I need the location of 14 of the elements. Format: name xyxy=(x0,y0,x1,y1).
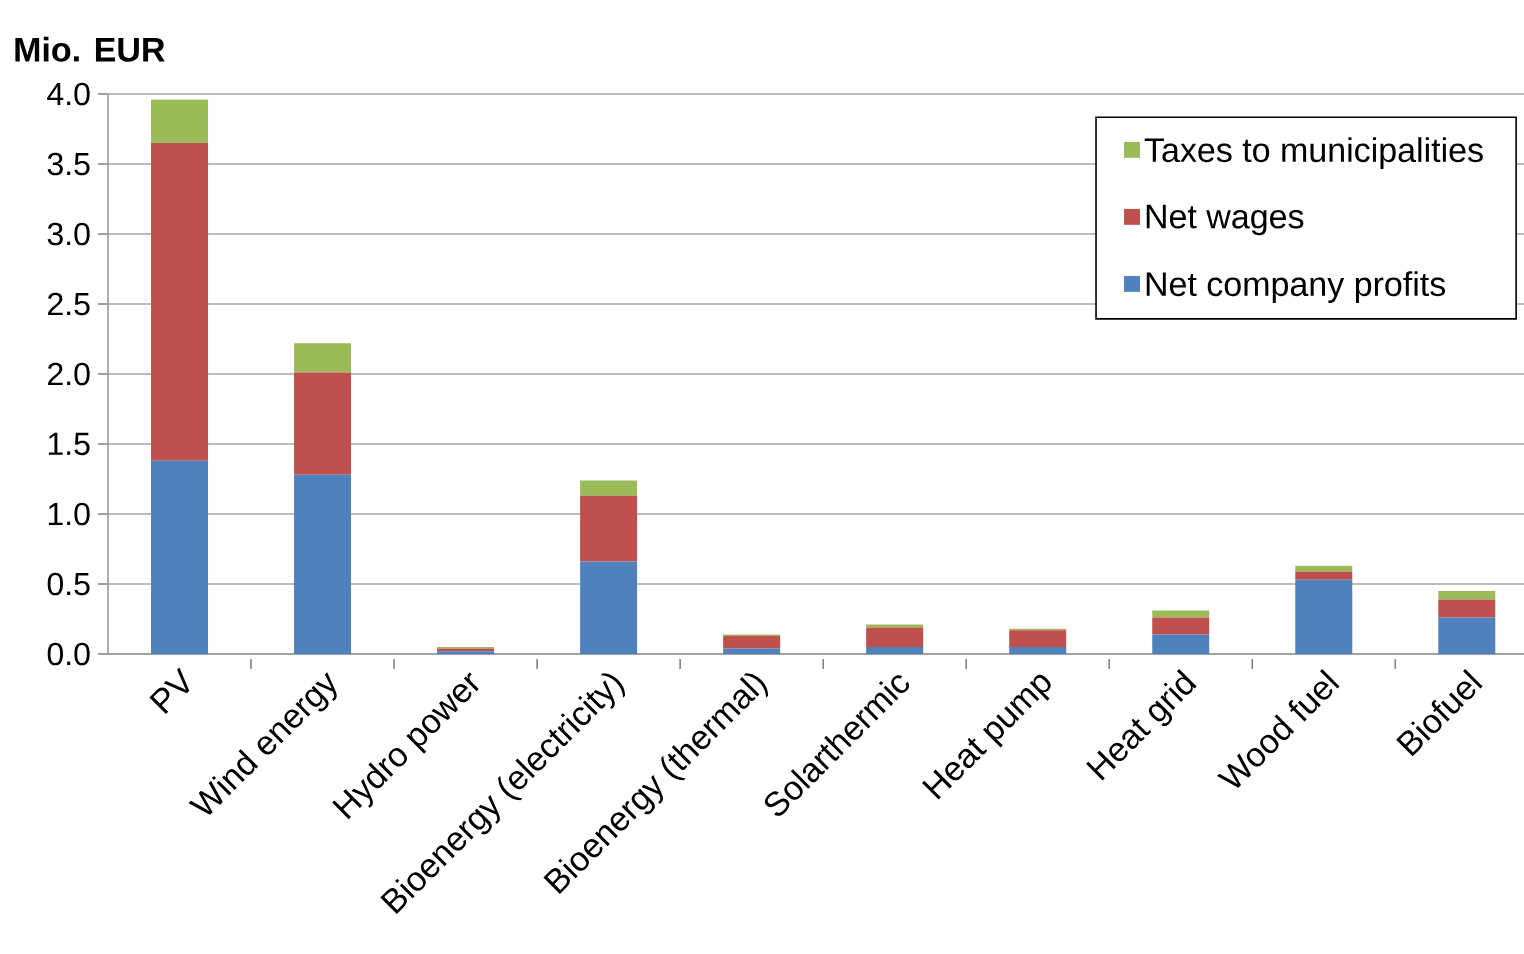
y-tick-label: 3.5 xyxy=(47,152,90,176)
y-tick-label: 4.0 xyxy=(47,82,90,106)
y-tick-label: 1.0 xyxy=(48,502,90,526)
legend-label: Net company profits xyxy=(1146,271,1446,303)
legend-label: Net wages xyxy=(1146,204,1304,236)
x-tick-label: PV xyxy=(149,667,190,715)
y-tick-label: 1.5 xyxy=(48,432,90,456)
y-tick-label: 3.0 xyxy=(47,222,90,246)
y-axis-title: Mio. EUR xyxy=(15,36,165,62)
y-tick-label: 2.0 xyxy=(48,362,90,386)
y-tick-label: 0.0 xyxy=(47,642,90,666)
legend-label: Taxes to municipalities xyxy=(1144,137,1483,169)
y-tick-label: 2.5 xyxy=(48,292,90,316)
y-tick-label: 0.5 xyxy=(47,572,90,596)
